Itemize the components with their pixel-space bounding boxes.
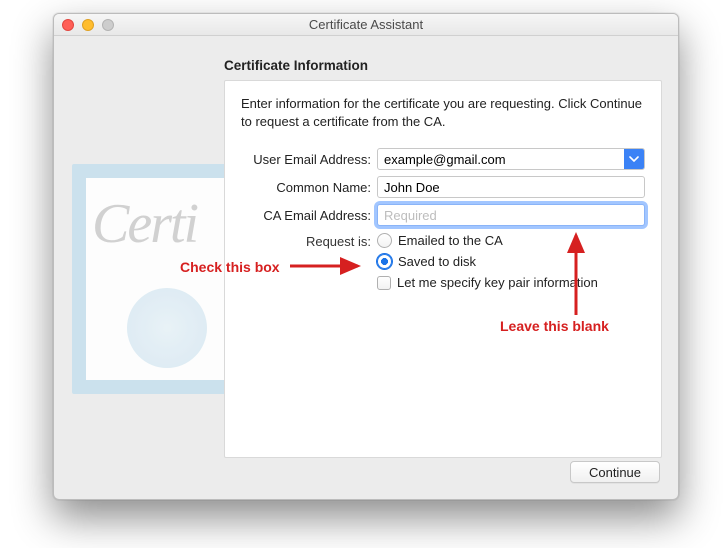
checkbox-keypair-row[interactable]: Let me specify key pair information [377, 275, 645, 290]
continue-button-label: Continue [589, 465, 641, 480]
user-email-combo[interactable] [377, 148, 645, 170]
row-request-is: Request is: Emailed to the CA Saved to d… [241, 232, 645, 290]
minimize-icon[interactable] [82, 19, 94, 31]
titlebar: Certificate Assistant [54, 14, 678, 36]
radio-icon[interactable] [377, 233, 392, 248]
chevron-down-icon[interactable] [624, 149, 644, 169]
traffic-lights [54, 19, 114, 31]
window: Certificate Assistant Certi Certificate … [53, 13, 679, 500]
row-ca-email: CA Email Address: [241, 204, 645, 226]
form-panel: Enter information for the certificate yo… [224, 80, 662, 458]
checkbox-icon[interactable] [377, 276, 391, 290]
user-email-input[interactable] [378, 149, 624, 169]
radio-icon[interactable] [377, 254, 392, 269]
maximize-icon [102, 19, 114, 31]
instructions-text: Enter information for the certificate yo… [241, 95, 645, 130]
ca-email-label: CA Email Address: [241, 208, 377, 223]
radio-emailed-label: Emailed to the CA [398, 233, 503, 248]
section-title: Certificate Information [224, 58, 368, 73]
radio-emailed-to-ca[interactable]: Emailed to the CA [377, 233, 645, 248]
window-content: Certi Certificate Information Enter info… [54, 36, 678, 499]
radio-saved-to-disk[interactable]: Saved to disk [377, 254, 645, 269]
user-email-label: User Email Address: [241, 152, 377, 167]
request-is-label: Request is: [241, 232, 377, 290]
close-icon[interactable] [62, 19, 74, 31]
cert-seal-icon [127, 288, 207, 368]
ca-email-input[interactable] [377, 204, 645, 226]
row-common-name: Common Name: [241, 176, 645, 198]
cert-script-text: Certi [92, 192, 197, 256]
request-options: Emailed to the CA Saved to disk Let me s… [377, 232, 645, 290]
radio-saved-label: Saved to disk [398, 254, 476, 269]
window-title: Certificate Assistant [54, 17, 678, 32]
continue-button[interactable]: Continue [570, 461, 660, 483]
common-name-label: Common Name: [241, 180, 377, 195]
common-name-input[interactable] [377, 176, 645, 198]
row-user-email: User Email Address: [241, 148, 645, 170]
checkbox-keypair-label: Let me specify key pair information [397, 275, 598, 290]
